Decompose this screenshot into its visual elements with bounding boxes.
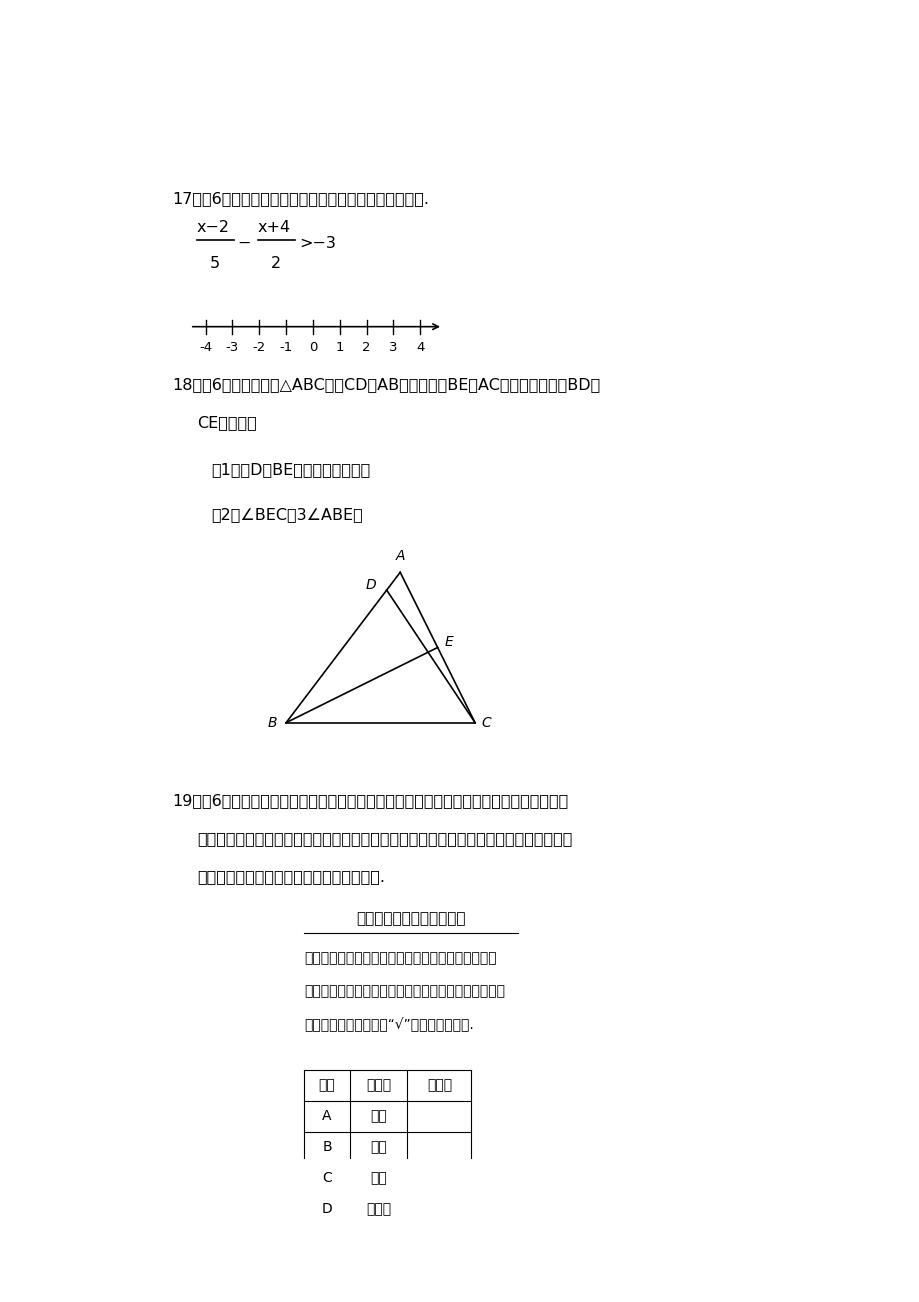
- Text: 最受欢迎的兴趣班调查问卷: 最受欢迎的兴趣班调查问卷: [356, 911, 465, 926]
- Text: x+4: x+4: [257, 220, 290, 236]
- Text: 17．（6分）解不等式，并把它的解集在数轴上表示出来.: 17．（6分）解不等式，并把它的解集在数轴上表示出来.: [172, 191, 428, 206]
- Text: 音乐: 音乐: [370, 1141, 387, 1155]
- Text: 3: 3: [389, 341, 397, 354]
- Text: -4: -4: [199, 341, 212, 354]
- Text: 1: 1: [335, 341, 344, 354]
- Text: -1: -1: [279, 341, 292, 354]
- Text: （1）点D在BE的垂直平分线上；: （1）点D在BE的垂直平分线上；: [211, 462, 370, 477]
- Text: 5: 5: [210, 256, 220, 272]
- Text: −: −: [237, 236, 251, 251]
- Text: B: B: [322, 1141, 332, 1155]
- Text: E: E: [444, 635, 453, 650]
- Text: 生对这四类兴趣班的喜爱情况，对学生进行了随机问卷调查（问卷调查表如图所示），将: 生对这四类兴趣班的喜爱情况，对学生进行了随机问卷调查（问卷调查表如图所示），将: [197, 831, 572, 846]
- Text: 你好！这是一份关于你最喜欢的兴趣班问卷调查表，: 你好！这是一份关于你最喜欢的兴趣班问卷调查表，: [303, 952, 496, 965]
- Text: A: A: [395, 549, 404, 564]
- Text: 2: 2: [270, 256, 280, 272]
- Text: 绘画: 绘画: [370, 1109, 387, 1124]
- Text: x−2: x−2: [197, 220, 230, 236]
- Text: 0: 0: [309, 341, 317, 354]
- Text: C: C: [322, 1172, 332, 1185]
- Text: C: C: [481, 716, 491, 729]
- Text: -3: -3: [225, 341, 239, 354]
- Text: （2）∠BEC＝3∠ABE．: （2）∠BEC＝3∠ABE．: [211, 508, 363, 522]
- Text: 选项，在其后空格内打“√”，感谢你的合作.: 选项，在其后空格内打“√”，感谢你的合作.: [303, 1017, 473, 1032]
- Text: D: D: [322, 1203, 332, 1216]
- Text: A: A: [322, 1109, 332, 1124]
- Text: CE．求证：: CE．求证：: [197, 415, 256, 430]
- Text: 18．（6分）如图，在△ABC中，CD是AB边上的高，BE是AC边上的中线，且BD＝: 18．（6分）如图，在△ABC中，CD是AB边上的高，BE是AC边上的中线，且B…: [172, 376, 599, 392]
- Text: B: B: [267, 716, 277, 729]
- Text: 19．（6分）某市少年宫为小学生开设了绘画、音乐、舞蹈和跆拳道四类兴趣班．为了解学: 19．（6分）某市少年宫为小学生开设了绘画、音乐、舞蹈和跆拳道四类兴趣班．为了解…: [172, 793, 568, 807]
- Text: 2: 2: [362, 341, 370, 354]
- Text: 4: 4: [415, 341, 424, 354]
- Text: 舞蹈: 舞蹈: [370, 1172, 387, 1185]
- Text: >−3: >−3: [299, 236, 335, 251]
- Text: 请选择: 请选择: [426, 1078, 451, 1092]
- Text: 兴趣班: 兴趣班: [366, 1078, 391, 1092]
- Text: 跆拳道: 跆拳道: [366, 1203, 391, 1216]
- Text: 选项: 选项: [318, 1078, 335, 1092]
- Text: D: D: [366, 578, 376, 592]
- Text: -2: -2: [253, 341, 266, 354]
- Text: 调查结果整理后绘制了一幅不完整的统计表.: 调查结果整理后绘制了一幅不完整的统计表.: [197, 868, 384, 884]
- Text: 请在表格中选择一个（只能选一个）你最喜欢的兴趣班: 请在表格中选择一个（只能选一个）你最喜欢的兴趣班: [303, 984, 505, 999]
